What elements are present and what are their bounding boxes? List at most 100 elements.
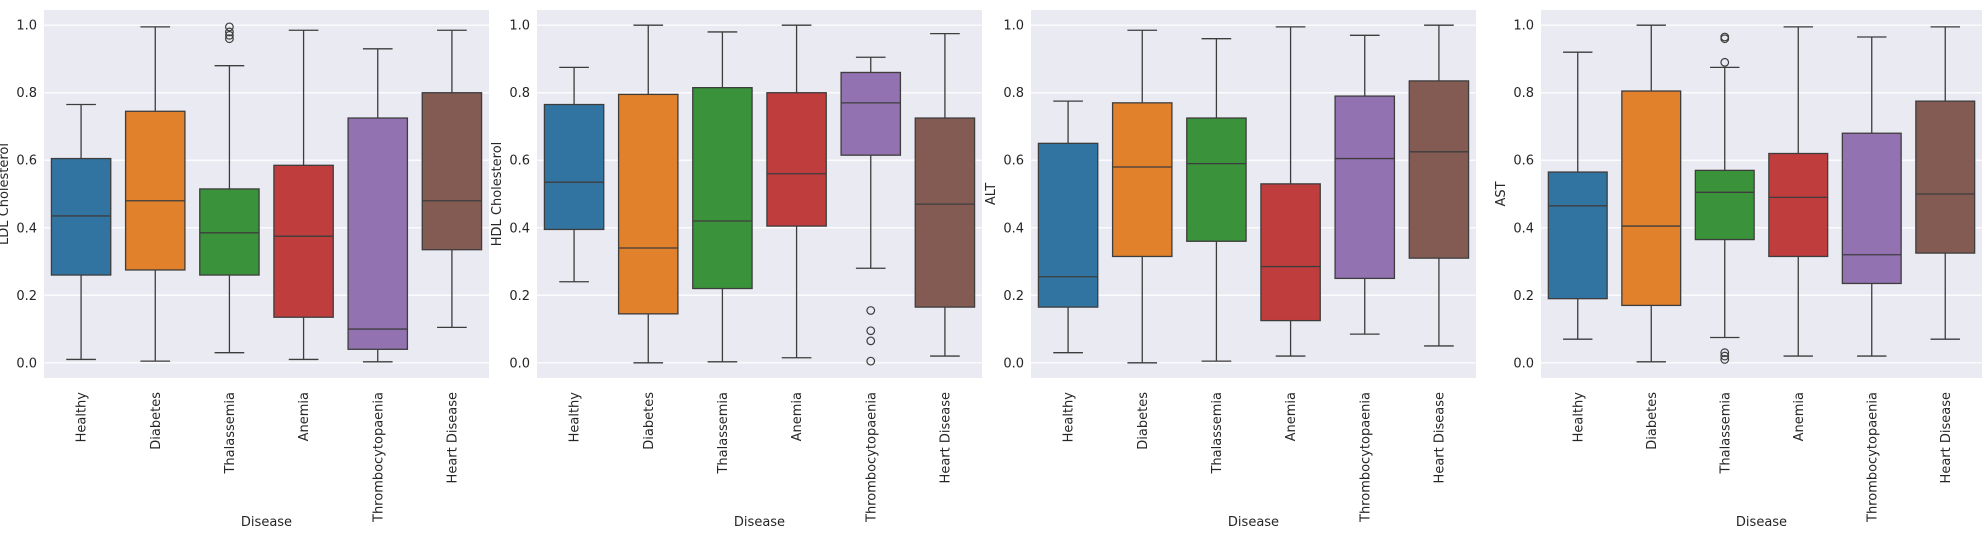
y-tick-label: 0.8 — [1003, 86, 1024, 101]
x-tick-label: Thalassemia — [223, 392, 238, 475]
box-anemia — [766, 24, 827, 359]
box-body — [1768, 152, 1829, 258]
outlier-point — [1720, 32, 1730, 42]
box-thrombocytopaenia — [1841, 36, 1902, 357]
y-axis-label: LDL Cholesterol — [0, 143, 12, 245]
outlier-point — [1720, 57, 1730, 67]
y-tick-label: 0.2 — [509, 289, 530, 304]
box-body — [199, 188, 260, 276]
x-axis-label: Disease — [1736, 515, 1787, 530]
outlier-point — [866, 356, 876, 366]
x-tick-label: Thrombocytopaenia — [864, 392, 879, 523]
y-tick-label: 0.6 — [509, 154, 530, 169]
y-tick-label: 0.4 — [1513, 221, 1534, 236]
y-tick-label: 0.4 — [1003, 221, 1024, 236]
box-body — [1547, 171, 1608, 300]
x-tick-label: Diabetes — [642, 392, 657, 450]
x-tick-label: Heart Disease — [1432, 392, 1447, 483]
y-tick-label: 0.8 — [509, 86, 530, 101]
box-body — [1037, 142, 1099, 308]
x-tick-label: Heart Disease — [1939, 392, 1954, 483]
outlier-point — [225, 34, 234, 44]
box-anemia — [1260, 26, 1321, 357]
x-tick-label: Heart Disease — [445, 392, 460, 483]
y-tick-label: 0.0 — [16, 356, 37, 371]
box-healthy — [1547, 51, 1608, 340]
box-anemia — [1768, 26, 1829, 357]
x-axis-label: Disease — [241, 515, 292, 530]
y-tick-label: 0.6 — [1003, 154, 1024, 169]
box-heart-disease — [421, 29, 483, 329]
y-axis-label: AST — [1494, 181, 1509, 206]
x-tick-label: Thalassemia — [1210, 392, 1225, 475]
box-thrombocytopaenia — [1334, 34, 1396, 335]
box-healthy — [1037, 100, 1099, 354]
outlier-point — [1720, 355, 1730, 364]
y-tick-label: 0.0 — [509, 356, 530, 371]
box-thalassemia — [692, 31, 753, 363]
box-body — [1694, 169, 1755, 241]
y-tick-label: 0.8 — [16, 86, 37, 101]
box-heart-disease — [914, 32, 976, 357]
x-tick-label: Thalassemia — [1718, 392, 1733, 475]
y-tick-label: 0.6 — [16, 154, 37, 169]
box-body — [347, 117, 409, 350]
x-tick-label: Thalassemia — [716, 392, 731, 475]
box-body — [1260, 183, 1321, 322]
y-tick-label: 0.8 — [1513, 86, 1534, 101]
box-body — [692, 87, 753, 290]
box-body — [1186, 117, 1247, 242]
box-diabetes — [124, 26, 186, 362]
box-body — [840, 71, 902, 156]
plot-area — [537, 10, 982, 378]
box-diabetes — [1621, 24, 1682, 363]
outlier-point — [866, 336, 876, 346]
y-tick-label: 1.0 — [1513, 19, 1534, 34]
box-body — [273, 164, 334, 318]
x-tick-label: Anemia — [1284, 392, 1299, 441]
box-body — [1841, 132, 1902, 285]
y-tick-label: 0.2 — [1513, 289, 1534, 304]
outlier-point — [1720, 351, 1730, 361]
outlier-point — [1720, 348, 1730, 358]
y-tick-label: 0.0 — [1513, 356, 1534, 371]
box-diabetes — [1111, 29, 1173, 364]
y-tick-label: 0.2 — [16, 289, 37, 304]
x-tick-label: Anemia — [790, 392, 805, 441]
plot-area — [1031, 10, 1476, 378]
x-tick-label: Heart Disease — [938, 392, 953, 483]
x-tick-label: Diabetes — [149, 392, 164, 450]
x-tick-label: Thrombocytopaenia — [1358, 392, 1373, 523]
box-thrombocytopaenia — [347, 48, 409, 363]
box-thalassemia — [1694, 32, 1755, 364]
box-healthy — [543, 66, 605, 283]
box-body — [1334, 95, 1396, 280]
y-tick-label: 1.0 — [509, 19, 530, 34]
y-tick-label: 0.0 — [1003, 356, 1024, 371]
x-tick-label: Anemia — [1792, 392, 1807, 441]
box-body — [914, 117, 976, 308]
box-body — [421, 92, 483, 251]
outlier-point — [225, 22, 234, 32]
box-body — [617, 93, 679, 315]
x-tick-label: Diabetes — [1136, 392, 1151, 450]
box-body — [1621, 90, 1682, 307]
box-thalassemia — [1186, 38, 1247, 362]
subplot-2: 0.0 0.2 0.4 0.6 0.8 1.0 HDL Cholesterol Healthy… — [490, 10, 982, 530]
x-tick-label: Healthy — [1062, 392, 1077, 443]
box-body — [766, 92, 827, 227]
outlier-point — [866, 306, 876, 315]
box-thrombocytopaenia — [840, 56, 902, 366]
box-anemia — [273, 29, 334, 361]
subplot-4: 0.0 0.2 0.4 0.6 0.8 1.0 AST Healthy Diabetes Thal… — [1494, 10, 1982, 530]
subplot-1: 0.0 0.2 0.4 0.6 0.8 1.0 LDL Cholesterol Healthy… — [0, 10, 489, 530]
y-axis-label: ALT — [984, 183, 999, 205]
outlier-point — [866, 326, 876, 336]
box-body — [1408, 80, 1470, 259]
x-tick-label: Healthy — [568, 392, 583, 443]
box-body — [543, 103, 605, 231]
x-axis-label: Disease — [1228, 515, 1279, 530]
plot-area — [1541, 10, 1982, 378]
